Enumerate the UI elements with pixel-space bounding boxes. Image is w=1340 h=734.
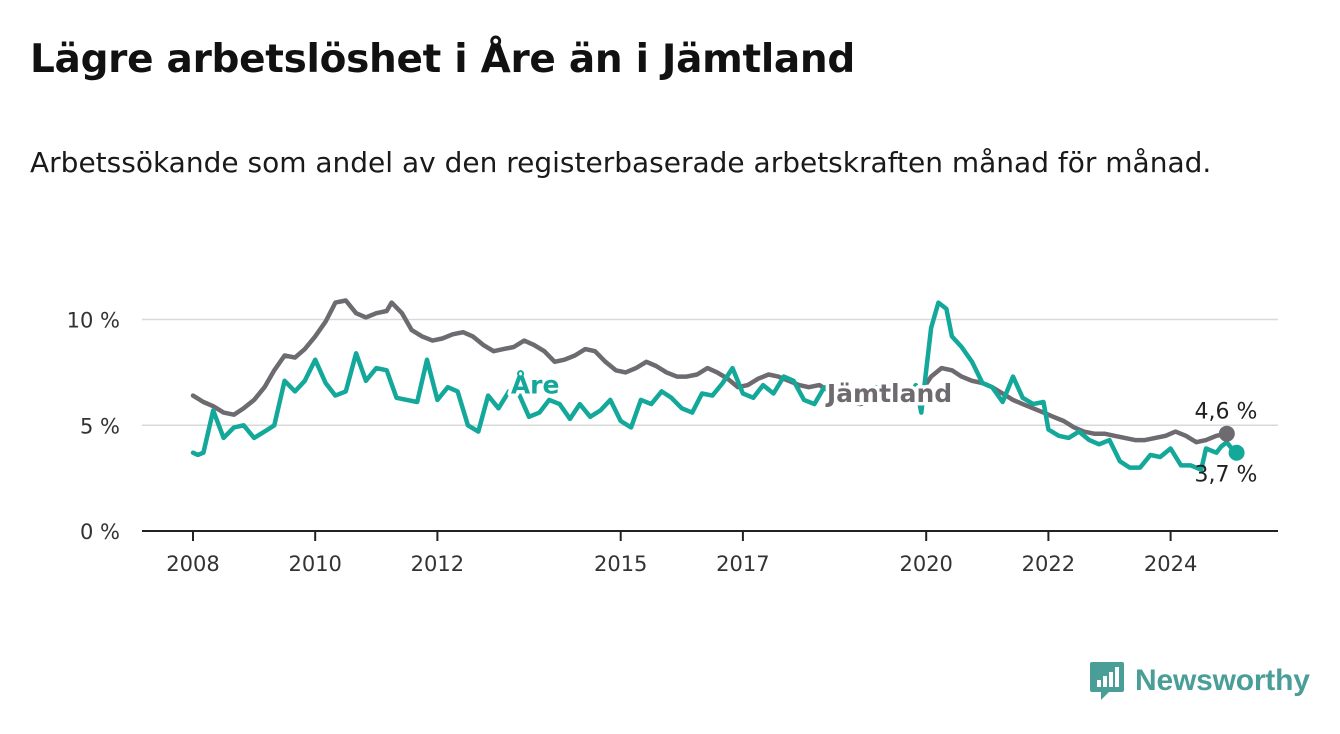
brand-logo: Newsworthy — [1089, 660, 1310, 702]
series-end-label: 4,6 % — [1195, 400, 1258, 425]
y-tick-label: 0 % — [80, 520, 120, 544]
chart-subtitle: Arbetssökande som andel av den registerb… — [30, 146, 1212, 179]
x-tick-label: 2024 — [1144, 552, 1197, 576]
x-tick-label: 2015 — [594, 552, 647, 576]
x-tick-label: 2010 — [288, 552, 341, 576]
series-endpoint — [1218, 425, 1235, 442]
series-end-label: 3,7 % — [1195, 463, 1258, 488]
page-title: Lägre arbetslöshet i Åre än i Jämtland — [30, 37, 856, 82]
x-tick-label: 2020 — [899, 552, 952, 576]
x-tick-label: 2017 — [716, 552, 769, 576]
y-tick-label: 5 % — [80, 414, 120, 438]
series-line-are — [190, 300, 1239, 472]
series-label: Åre — [511, 371, 560, 400]
series-line-jamtland — [190, 298, 1230, 445]
series-label: Jämtland — [825, 379, 952, 408]
brand-name: Newsworthy — [1135, 664, 1310, 697]
x-tick-label: 2012 — [411, 552, 464, 576]
y-tick-label: 10 % — [67, 309, 120, 333]
x-tick-label: 2008 — [166, 552, 219, 576]
newsworthy-logo-icon — [1090, 662, 1124, 700]
series-endpoint — [1228, 444, 1245, 461]
x-tick-label: 2022 — [1022, 552, 1075, 576]
